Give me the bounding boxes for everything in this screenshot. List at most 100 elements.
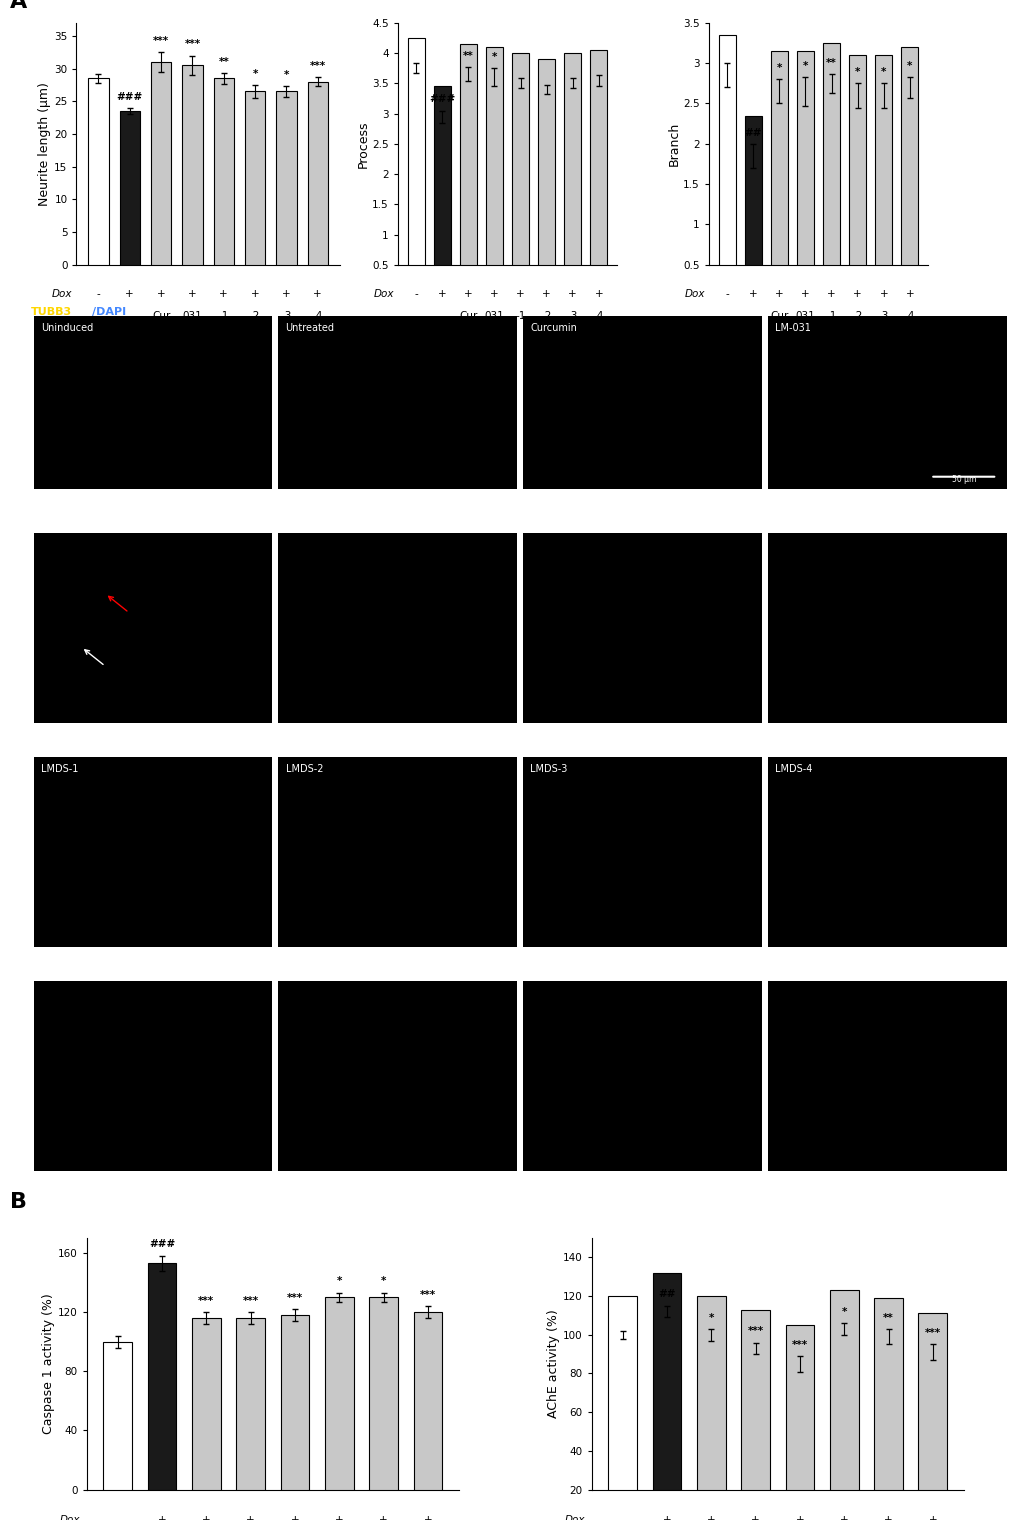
Text: +: + (542, 289, 550, 299)
Text: +: + (800, 289, 809, 299)
Text: +: + (748, 289, 757, 299)
Text: 031: 031 (182, 310, 202, 321)
Bar (512, 53, 529, 264)
Text: ***: *** (924, 1328, 940, 1338)
Bar (192, 1318, 220, 1490)
Text: Dox: Dox (59, 1515, 79, 1520)
Text: *: * (854, 67, 860, 78)
Y-axis label: Branch: Branch (666, 122, 680, 166)
Text: +: + (706, 1515, 715, 1520)
Text: -2: -2 (852, 310, 862, 321)
Text: *: * (906, 61, 912, 71)
Text: *: * (708, 1313, 713, 1322)
Text: Uninduced: Uninduced (41, 324, 93, 333)
Y-axis label: Neurite length (μm): Neurite length (μm) (39, 82, 51, 205)
Text: *: * (775, 64, 782, 73)
Text: +: + (489, 289, 498, 299)
Text: *: * (380, 1277, 386, 1286)
Text: -1: -1 (825, 310, 836, 321)
Bar (89, 79, 108, 264)
Text: ***: *** (286, 1292, 303, 1303)
Bar (433, 87, 450, 264)
Y-axis label: Process: Process (356, 120, 369, 167)
Bar (103, 1342, 132, 1490)
Text: Cur: Cur (459, 310, 477, 321)
Text: ***: *** (243, 1295, 259, 1306)
Text: -3: -3 (281, 310, 291, 321)
Bar (308, 82, 327, 264)
Y-axis label: AChE activity (%): AChE activity (%) (546, 1309, 559, 1418)
Text: +: + (125, 289, 133, 299)
Text: 50 μm: 50 μm (951, 474, 975, 483)
Text: +: + (905, 289, 913, 299)
Text: +: + (290, 1515, 299, 1520)
Bar (874, 55, 892, 264)
Bar (182, 65, 203, 264)
Text: ***: *** (184, 40, 201, 50)
Text: ***: *** (420, 1290, 435, 1300)
Text: A: A (10, 0, 28, 12)
Text: +: + (282, 289, 290, 299)
Text: -1: -1 (218, 310, 228, 321)
Text: +: + (423, 1515, 432, 1520)
Text: *: * (252, 68, 258, 79)
Text: +: + (795, 1515, 803, 1520)
Text: +: + (853, 289, 861, 299)
Bar (829, 1290, 858, 1490)
Bar (744, 116, 761, 264)
Bar (718, 35, 735, 264)
Text: -: - (725, 289, 729, 299)
Text: Untreated: Untreated (285, 324, 334, 333)
Y-axis label: Caspase 1 activity (%): Caspase 1 activity (%) (42, 1294, 55, 1435)
Bar (590, 50, 606, 264)
Text: +: + (878, 289, 888, 299)
Text: +: + (187, 289, 197, 299)
Text: *: * (802, 61, 807, 71)
Bar (460, 44, 476, 264)
Text: LMDS-4: LMDS-4 (774, 765, 812, 774)
Text: -: - (621, 1515, 624, 1520)
Text: +: + (568, 289, 577, 299)
Bar (213, 79, 233, 264)
Text: 031: 031 (795, 310, 814, 321)
Text: +: + (662, 1515, 671, 1520)
Text: B: B (10, 1192, 28, 1213)
Text: ###: ### (149, 1239, 175, 1249)
Bar (276, 91, 297, 264)
Bar (652, 1272, 681, 1490)
Bar (796, 52, 813, 264)
Text: Dox: Dox (373, 289, 393, 299)
Text: +: + (464, 289, 472, 299)
Bar (696, 1297, 725, 1490)
Text: ###: ### (116, 91, 143, 102)
Bar (741, 1310, 769, 1490)
Text: ***: *** (747, 1327, 763, 1336)
Text: +: + (774, 289, 783, 299)
Bar (822, 43, 840, 264)
Text: Cur: Cur (769, 310, 788, 321)
Text: *: * (283, 70, 288, 79)
Bar (369, 1297, 397, 1490)
Text: +: + (437, 289, 446, 299)
Text: ##: ## (744, 128, 761, 138)
Text: Dox: Dox (51, 289, 71, 299)
Text: -: - (414, 289, 418, 299)
Text: +: + (334, 1515, 343, 1520)
Text: *: * (336, 1277, 341, 1286)
Bar (873, 1298, 902, 1490)
Text: ***: *** (791, 1339, 807, 1350)
Text: -4: -4 (904, 310, 914, 321)
Text: +: + (202, 1515, 211, 1520)
Text: ***: *** (310, 61, 325, 71)
Bar (148, 1263, 176, 1490)
Text: Dox: Dox (684, 289, 704, 299)
Text: -3: -3 (567, 310, 578, 321)
Text: -3: -3 (877, 310, 889, 321)
Text: **: ** (825, 58, 837, 67)
Text: +: + (247, 1515, 255, 1520)
Bar (325, 1297, 354, 1490)
Text: LM-031: LM-031 (774, 324, 810, 333)
Text: -2: -2 (250, 310, 260, 321)
Text: **: ** (882, 1313, 893, 1322)
Bar (151, 62, 171, 264)
